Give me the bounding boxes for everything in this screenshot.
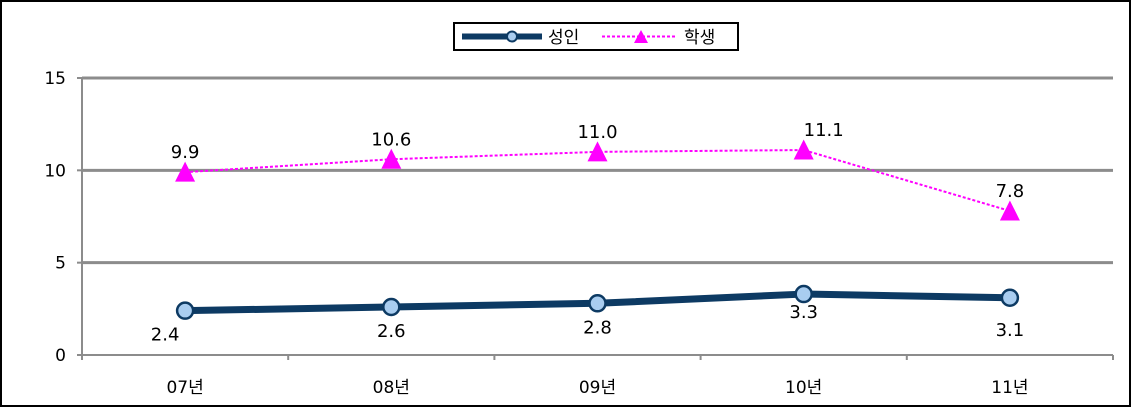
legend: 성인 학생: [453, 22, 739, 51]
data-label: 3.1: [996, 320, 1025, 341]
x-tick-label: 07년: [166, 378, 203, 398]
data-label: 3.3: [789, 302, 818, 323]
data-label: 10.6: [371, 129, 411, 150]
y-tick-label: 5: [55, 254, 66, 274]
data-label: 2.4: [151, 325, 180, 346]
x-tick-label: 10년: [785, 378, 822, 398]
grid-layer: [82, 76, 1113, 265]
legend-marker-student: [634, 30, 648, 43]
axis-layer: 0 5 10 15 07년 08년 09년 10년 11년: [44, 69, 1114, 398]
data-label: 2.8: [583, 317, 612, 338]
data-point: [1000, 288, 1020, 308]
data-label: 11.1: [804, 120, 844, 141]
series-layer: [175, 139, 1020, 320]
x-tick-label: 09년: [579, 378, 616, 398]
data-label: 7.8: [996, 181, 1025, 202]
data-point: [587, 141, 608, 162]
data-point: [588, 294, 607, 313]
legend-marker-adult: [506, 30, 518, 43]
data-point: [999, 200, 1020, 221]
legend-label-student: 학생: [684, 28, 715, 48]
data-point: [382, 297, 401, 317]
y-tick-label: 0: [55, 346, 66, 366]
x-tick-label: 08년: [373, 378, 410, 398]
y-tick-label: 10: [44, 161, 66, 181]
data-point: [793, 139, 814, 160]
data-point: [175, 161, 196, 182]
data-point: [175, 301, 195, 320]
data-point: [794, 284, 813, 304]
data-label: 2.6: [377, 321, 406, 342]
data-label: 9.9: [171, 142, 200, 163]
data-point: [381, 148, 402, 169]
legend-label-adult: 성인: [548, 28, 579, 48]
y-tick-label: 15: [44, 69, 66, 89]
x-tick-label: 11년: [991, 378, 1028, 398]
label-layer: 2.4 2.6 2.8 3.3 3.1 9.9 10.6 11.0 11.1 7.8: [151, 120, 1024, 346]
data-label: 11.0: [577, 122, 617, 143]
